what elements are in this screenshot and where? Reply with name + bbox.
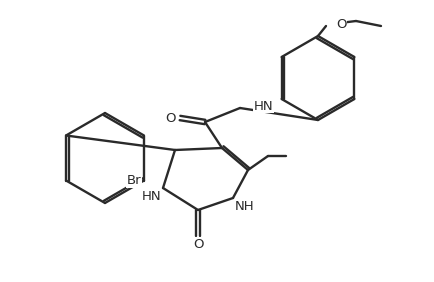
Text: O: O	[336, 17, 346, 30]
Text: O: O	[193, 237, 203, 250]
Text: HN: HN	[254, 100, 273, 113]
Text: Br: Br	[126, 174, 141, 187]
Text: HN: HN	[141, 190, 161, 202]
Text: NH: NH	[235, 199, 255, 213]
Text: O: O	[166, 111, 176, 124]
